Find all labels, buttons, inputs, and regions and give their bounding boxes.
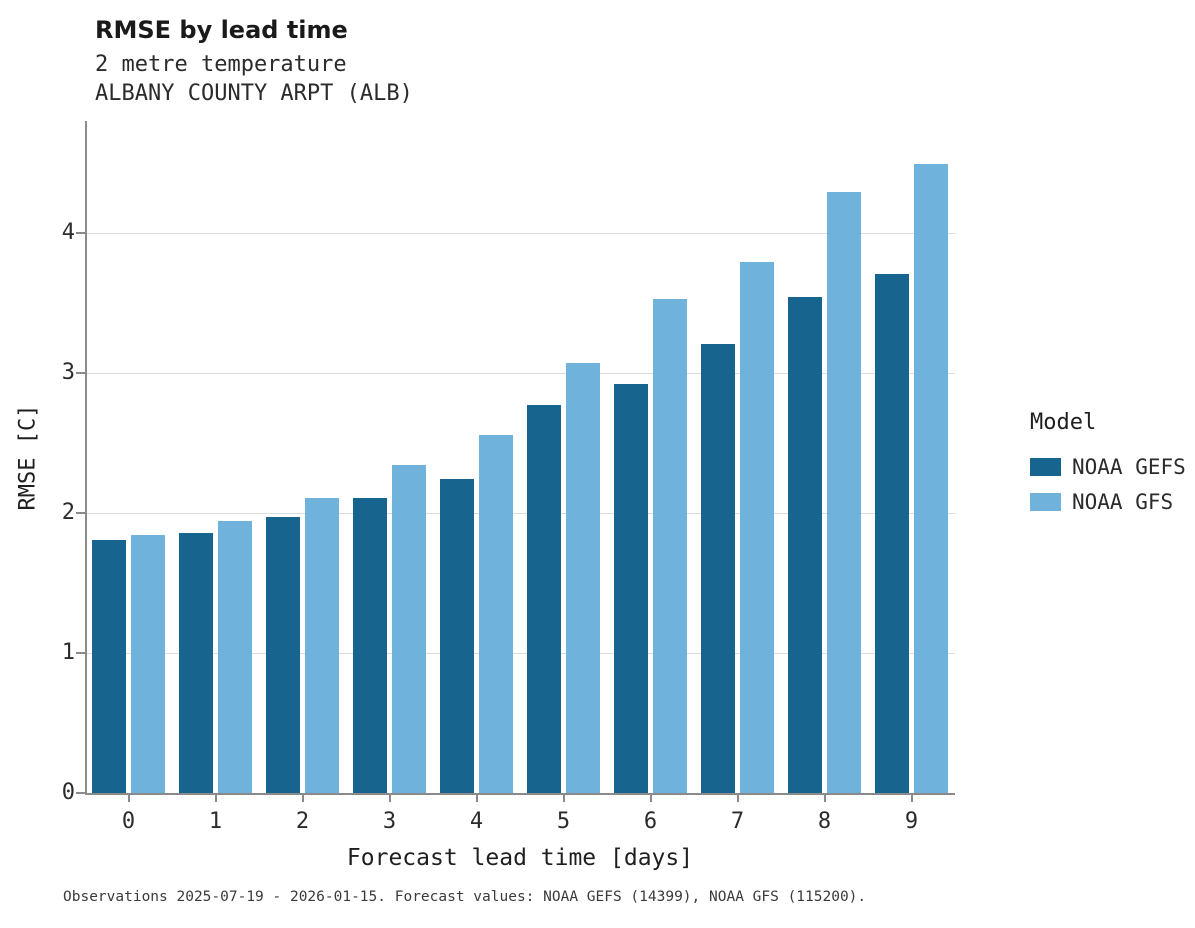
x-tick-label: 0 [121,809,136,834]
legend: Model NOAA GEFS NOAA GFS [1030,410,1186,519]
x-tick-mark [823,793,826,802]
bar-noaa-gfs-lead-8 [827,192,861,793]
legend-item-noaa-gefs: NOAA GEFS [1030,449,1186,484]
bar-noaa-gfs-lead-5 [566,363,600,793]
gridline [87,652,955,654]
x-tick-mark [301,793,304,802]
legend-swatch-noaa-gfs [1030,492,1061,511]
bar-noaa-gefs-lead-8 [788,297,822,793]
bar-noaa-gfs-lead-6 [653,298,687,793]
x-tick-label: 9 [904,809,919,834]
x-tick-label: 8 [817,809,832,834]
chart-title: RMSE by lead time [95,16,348,44]
legend-label: NOAA GEFS [1072,454,1186,479]
y-tick-label: 4 [61,220,75,245]
bar-noaa-gefs-lead-3 [353,497,387,793]
x-tick-mark [910,793,913,802]
y-tick-label: 0 [61,780,75,805]
bar-noaa-gefs-lead-4 [440,479,474,793]
gridline [87,512,955,514]
x-axis-line [85,793,955,795]
y-tick-mark [76,792,85,794]
legend-item-noaa-gfs: NOAA GFS [1030,484,1186,519]
x-tick-mark [736,793,739,802]
x-tick-label: 4 [469,809,484,834]
bar-noaa-gfs-lead-9 [914,164,948,793]
bar-noaa-gfs-lead-4 [479,434,513,793]
x-tick-mark [562,793,565,802]
plot-area: 0 1 2 3 4 0 1 2 3 4 5 6 7 8 9 [62,121,955,834]
legend-swatch-noaa-gefs [1030,457,1061,476]
bar-noaa-gfs-lead-2 [305,497,339,793]
footnote-caption: Observations 2025-07-19 - 2026-01-15. Fo… [63,889,867,905]
x-tick-label: 1 [208,809,223,834]
x-tick-label: 2 [295,809,310,834]
bar-noaa-gfs-lead-7 [740,262,774,793]
bar-noaa-gefs-lead-6 [614,384,648,793]
x-tick-mark [649,793,652,802]
y-tick-label: 2 [61,500,75,525]
x-tick-mark [388,793,391,802]
y-tick-label: 1 [61,640,75,665]
chart-subtitle-variable: 2 metre temperature [95,52,347,77]
y-tick-label: 3 [61,360,75,385]
bar-noaa-gefs-lead-9 [875,273,909,793]
bar-noaa-gefs-lead-1 [179,532,213,793]
bar-noaa-gefs-lead-2 [266,517,300,793]
legend-label: NOAA GFS [1072,489,1174,514]
x-tick-mark [127,793,130,802]
bar-noaa-gefs-lead-7 [701,343,735,793]
bar-noaa-gefs-lead-0 [92,539,126,793]
bar-noaa-gfs-lead-3 [392,465,426,793]
x-axis-label: Forecast lead time [days] [346,845,694,871]
bar-noaa-gefs-lead-5 [527,405,561,793]
x-tick-label: 5 [556,809,571,834]
y-tick-mark [76,372,85,374]
bar-noaa-gfs-lead-0 [131,535,165,793]
x-tick-label: 3 [382,809,397,834]
legend-title: Model [1030,410,1097,435]
gridline [87,372,955,374]
x-tick-mark [214,793,217,802]
bar-noaa-gfs-lead-1 [218,521,252,793]
x-tick-label: 6 [643,809,658,834]
y-axis-line [85,121,87,793]
x-tick-label: 7 [730,809,745,834]
y-tick-mark [76,512,85,514]
chart-subtitle-station: ALBANY COUNTY ARPT (ALB) [95,81,413,106]
y-tick-mark [76,652,85,654]
y-tick-mark [76,232,85,234]
y-axis-label: RMSE [C] [15,404,41,511]
x-tick-mark [475,793,478,802]
gridline [87,232,955,234]
